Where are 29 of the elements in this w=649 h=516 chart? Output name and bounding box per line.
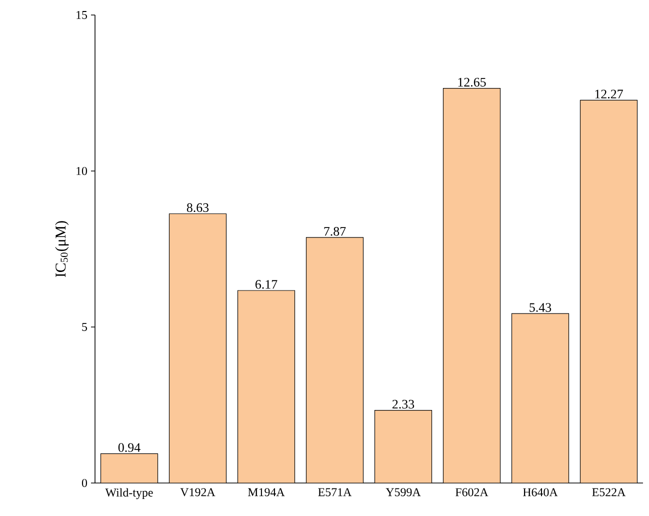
data-label: 6.17 [255,280,278,289]
y-tick-label: 0 [82,478,88,488]
y-tick-label: 15 [76,10,88,19]
x-tick-label: M194A [248,488,285,496]
x-tick-label: H640A [523,488,558,496]
bar [306,237,364,483]
bar [580,100,638,483]
y-tick-label: 5 [82,323,88,331]
x-tick-label: Wild-type [105,488,153,500]
data-label: 7.87 [324,226,346,236]
bar [100,453,158,483]
bar [442,88,501,483]
x-tick-label: F602A [455,488,488,496]
y-tick-label: 10 [76,166,88,176]
x-tick-label: V192A [180,488,216,496]
x-tick-label: E522A [592,488,626,496]
data-label: 2.33 [392,400,414,409]
x-tick-label: Y599A [386,488,421,496]
x-tick-label: E571A [318,488,352,496]
bar [511,313,570,483]
bar [168,213,227,483]
data-label: 5.43 [530,303,552,312]
data-label: 8.63 [186,203,209,212]
data-label: 12.65 [458,78,486,87]
y-axis-title: IC$_{50}$(μM) [55,221,69,278]
bar [237,290,296,483]
bar [374,410,432,483]
data-label: 0.94 [118,443,140,452]
data-label: 12.27 [595,90,623,98]
